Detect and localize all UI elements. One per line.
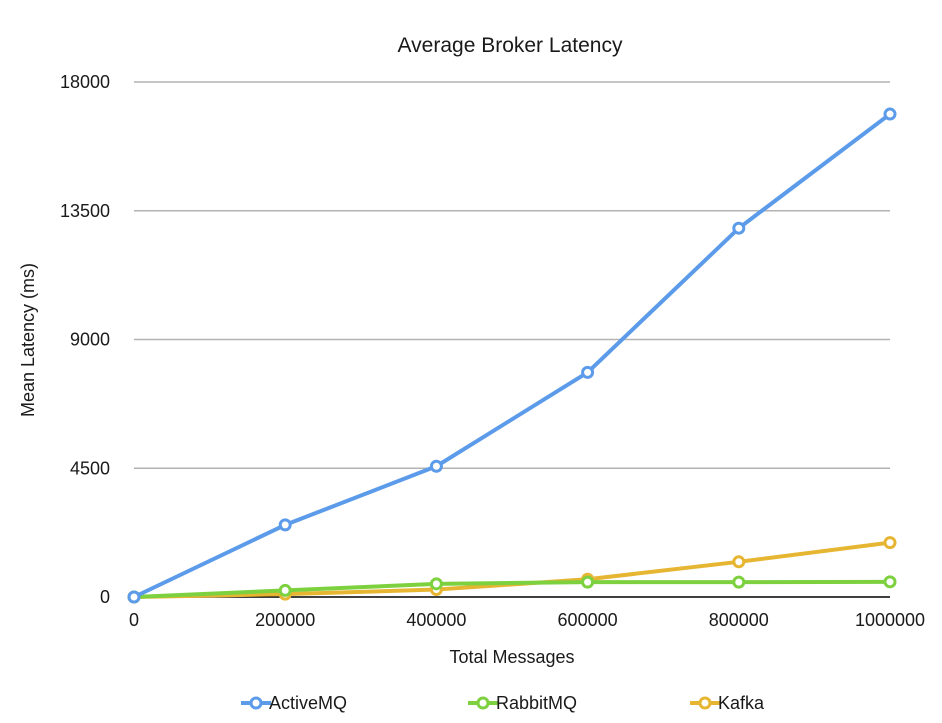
x-tick-label: 1000000 xyxy=(855,610,925,630)
y-tick-label: 0 xyxy=(100,587,110,607)
x-tick-label: 400000 xyxy=(406,610,466,630)
series-line-kafka xyxy=(132,540,892,599)
x-axis-title: Total Messages xyxy=(449,647,574,667)
y-ticks: 0 4500 9000 13500 18000 xyxy=(60,72,110,607)
series-layer xyxy=(127,107,897,604)
x-tick-label: 200000 xyxy=(255,610,315,630)
legend-swatch-marker xyxy=(698,696,712,710)
data-point-activemq xyxy=(581,365,595,379)
data-point-rabbitmq xyxy=(883,575,897,589)
data-point-activemq xyxy=(732,221,746,235)
data-point-activemq xyxy=(278,518,292,532)
legend-label: Kafka xyxy=(718,693,765,713)
y-axis-title: Mean Latency (ms) xyxy=(18,263,38,417)
legend-item-kafka: Kafka xyxy=(690,693,765,713)
data-point-rabbitmq xyxy=(732,575,746,589)
x-tick-label: 0 xyxy=(129,610,139,630)
legend-item-activemq: ActiveMQ xyxy=(241,693,347,713)
y-tick-label: 9000 xyxy=(70,330,110,350)
y-tick-label: 18000 xyxy=(60,72,110,92)
legend: ActiveMQ RabbitMQ Kafka xyxy=(241,693,765,713)
chart-title: Average Broker Latency xyxy=(398,34,623,57)
grid xyxy=(134,81,890,469)
data-point-rabbitmq xyxy=(581,575,595,589)
data-point-rabbitmq xyxy=(278,583,292,597)
legend-swatch-marker xyxy=(476,696,490,710)
series-line-activemq xyxy=(132,112,892,599)
x-ticks: 0 200000 400000 600000 800000 1000000 xyxy=(129,610,925,630)
legend-item-rabbitmq: RabbitMQ xyxy=(468,693,577,713)
x-tick-label: 800000 xyxy=(709,610,769,630)
data-point-activemq xyxy=(429,459,443,473)
legend-swatch-marker xyxy=(249,696,263,710)
series-rabbitmq xyxy=(127,575,897,604)
x-tick-label: 600000 xyxy=(558,610,618,630)
series-line-rabbitmq xyxy=(132,579,892,599)
legend-label: ActiveMQ xyxy=(269,693,347,713)
data-point-activemq xyxy=(127,590,141,604)
legend-label: RabbitMQ xyxy=(496,693,577,713)
data-point-kafka xyxy=(883,536,897,550)
data-point-activemq xyxy=(883,107,897,121)
y-tick-label: 13500 xyxy=(60,201,110,221)
data-point-rabbitmq xyxy=(429,577,443,591)
series-activemq xyxy=(127,107,897,604)
y-tick-label: 4500 xyxy=(70,458,110,478)
data-point-kafka xyxy=(732,555,746,569)
